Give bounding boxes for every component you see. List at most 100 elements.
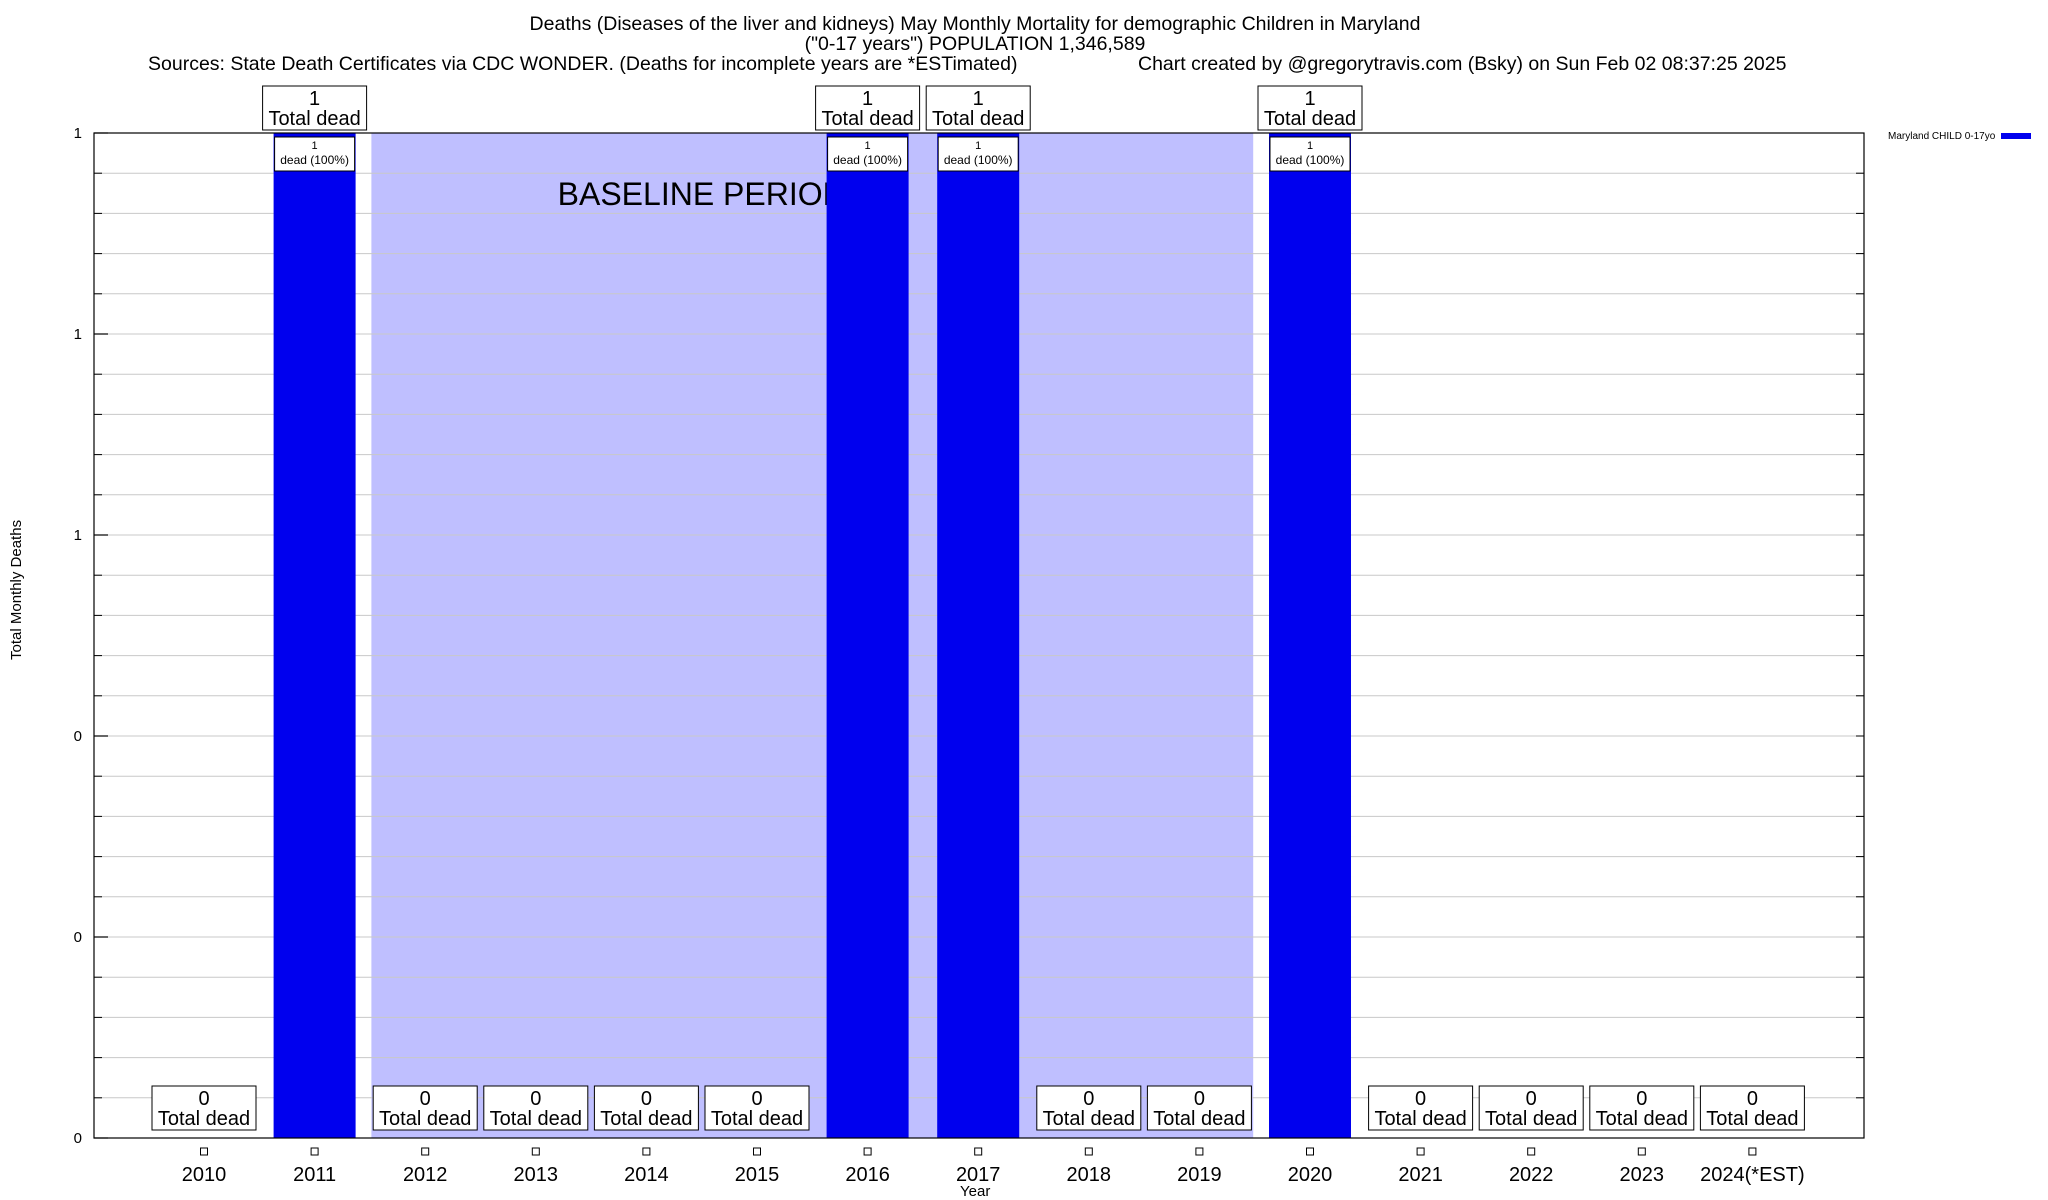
y-tick-label: 1 — [74, 125, 82, 142]
y-tick-label: 0 — [74, 728, 82, 745]
data-label-box — [1699, 1085, 1805, 1131]
data-label-box — [1368, 1085, 1474, 1131]
data-label-box — [1478, 1085, 1584, 1131]
x-tick-marker — [1748, 1147, 1757, 1156]
bar-inner-label-box — [827, 136, 909, 172]
bar-inner-label-text: dead (100%) — [280, 153, 349, 167]
data-label-text: Total dead — [1264, 108, 1356, 130]
bar-inner-label-value: 1 — [1307, 140, 1313, 152]
x-tick-marker — [1195, 1147, 1204, 1156]
data-label-value: 0 — [1083, 1088, 1094, 1110]
data-label-value: 0 — [641, 1088, 652, 1110]
data-label-box — [1589, 1085, 1695, 1131]
x-tick-marker — [310, 1147, 319, 1156]
x-tick-label: 2024(*EST) — [1700, 1164, 1805, 1186]
data-label-box — [925, 85, 1031, 131]
data-label-box — [815, 85, 921, 131]
y-axis-label: Total Monthly Deaths — [8, 519, 25, 660]
data-label-value: 1 — [309, 88, 320, 110]
bar — [826, 133, 909, 1138]
data-label-box — [151, 1085, 257, 1131]
x-tick-marker — [531, 1147, 540, 1156]
chart-title: Deaths (Diseases of the liver and kidney… — [529, 13, 1421, 35]
bar-inner-label-box — [274, 136, 356, 172]
x-tick-marker — [1637, 1147, 1646, 1156]
x-tick-marker — [863, 1147, 872, 1156]
chart-subtitle: ("0-17 years") POPULATION 1,346,589 — [804, 33, 1146, 55]
data-label-text: Total dead — [1596, 1108, 1688, 1130]
legend-label: Maryland CHILD 0-17yo — [1888, 131, 1996, 142]
x-tick-label: 2020 — [1288, 1164, 1333, 1186]
x-tick-label: 2017 — [956, 1164, 1001, 1186]
data-label-value: 0 — [1194, 1088, 1205, 1110]
bar — [1269, 133, 1351, 1138]
y-tick-label: 1 — [74, 527, 82, 544]
x-tick-label: 2019 — [1177, 1164, 1222, 1186]
bar-inner-label-text: dead (100%) — [944, 153, 1013, 167]
data-label-box — [262, 85, 368, 131]
x-axis-label: Year — [960, 1183, 991, 1200]
bar-inner-label-value: 1 — [312, 140, 318, 152]
x-tick-marker — [421, 1147, 430, 1156]
data-label-value: 1 — [862, 88, 873, 110]
x-tick-label: 2011 — [293, 1164, 336, 1186]
data-label-value: 0 — [1415, 1088, 1426, 1110]
y-tick-label: 0 — [74, 929, 82, 946]
bar-inner-label-value: 1 — [865, 140, 871, 152]
data-label-value: 1 — [1304, 88, 1315, 110]
x-tick-marker — [1306, 1147, 1314, 1156]
x-tick-marker — [642, 1147, 651, 1156]
baseline-label: BASELINE PERIOD — [558, 176, 846, 212]
data-label-text: Total dead — [490, 1108, 582, 1130]
legend: Maryland CHILD 0-17yo — [1888, 131, 2032, 142]
chart-credit: Chart created by @gregorytravis.com (Bsk… — [1138, 53, 1787, 75]
data-label-value: 0 — [420, 1088, 431, 1110]
x-tick-label: 2018 — [1067, 1164, 1112, 1186]
data-label-box — [483, 1085, 589, 1131]
bar-inner-label-box — [1269, 136, 1351, 172]
bar-inner-label-value: 1 — [975, 140, 981, 152]
data-label-box — [1146, 1085, 1252, 1131]
data-label-text: Total dead — [932, 108, 1024, 130]
chart-sources: Sources: State Death Certificates via CD… — [148, 53, 1018, 75]
data-label-value: 0 — [751, 1088, 762, 1110]
bar — [937, 133, 1020, 1138]
bar — [273, 133, 356, 1138]
data-label-value: 1 — [973, 88, 984, 110]
y-tick-label: 0 — [74, 1130, 82, 1147]
data-label-box — [372, 1085, 478, 1131]
x-tick-label: 2010 — [182, 1164, 227, 1186]
data-label-value: 0 — [530, 1088, 541, 1110]
bar-inner-label-box — [937, 136, 1019, 172]
x-tick-marker — [1084, 1147, 1093, 1156]
legend-swatch — [2001, 133, 2032, 140]
data-label-box — [704, 1085, 810, 1131]
bar-inner-label-text: dead (100%) — [833, 153, 902, 167]
x-tick-marker — [200, 1147, 208, 1156]
y-tick-label: 1 — [74, 326, 82, 343]
x-tick-label: 2016 — [845, 1164, 890, 1186]
data-label-box — [593, 1085, 699, 1131]
baseline-region — [371, 133, 1254, 1138]
data-label-value: 0 — [1636, 1088, 1647, 1110]
x-tick-label: 2023 — [1620, 1164, 1665, 1186]
data-label-text: Total dead — [158, 1108, 250, 1130]
data-label-text: Total dead — [1153, 1108, 1245, 1130]
data-label-text: Total dead — [711, 1108, 803, 1130]
data-label-text: Total dead — [600, 1108, 692, 1130]
x-tick-marker — [753, 1147, 761, 1156]
x-tick-marker — [1527, 1147, 1536, 1156]
x-tick-label: 2022 — [1509, 1164, 1554, 1186]
data-label-value: 0 — [198, 1088, 209, 1110]
data-label-value: 0 — [1747, 1088, 1758, 1110]
data-label-box — [1036, 1085, 1142, 1131]
data-label-text: Total dead — [1706, 1108, 1798, 1130]
x-tick-label: 2013 — [514, 1164, 559, 1186]
x-tick-marker — [974, 1147, 983, 1156]
data-label-box — [1257, 85, 1363, 131]
data-label-text: Total dead — [1374, 1108, 1466, 1130]
x-tick-label: 2012 — [403, 1164, 448, 1186]
x-tick-label: 2015 — [735, 1164, 780, 1186]
data-label-text: Total dead — [1485, 1108, 1577, 1130]
